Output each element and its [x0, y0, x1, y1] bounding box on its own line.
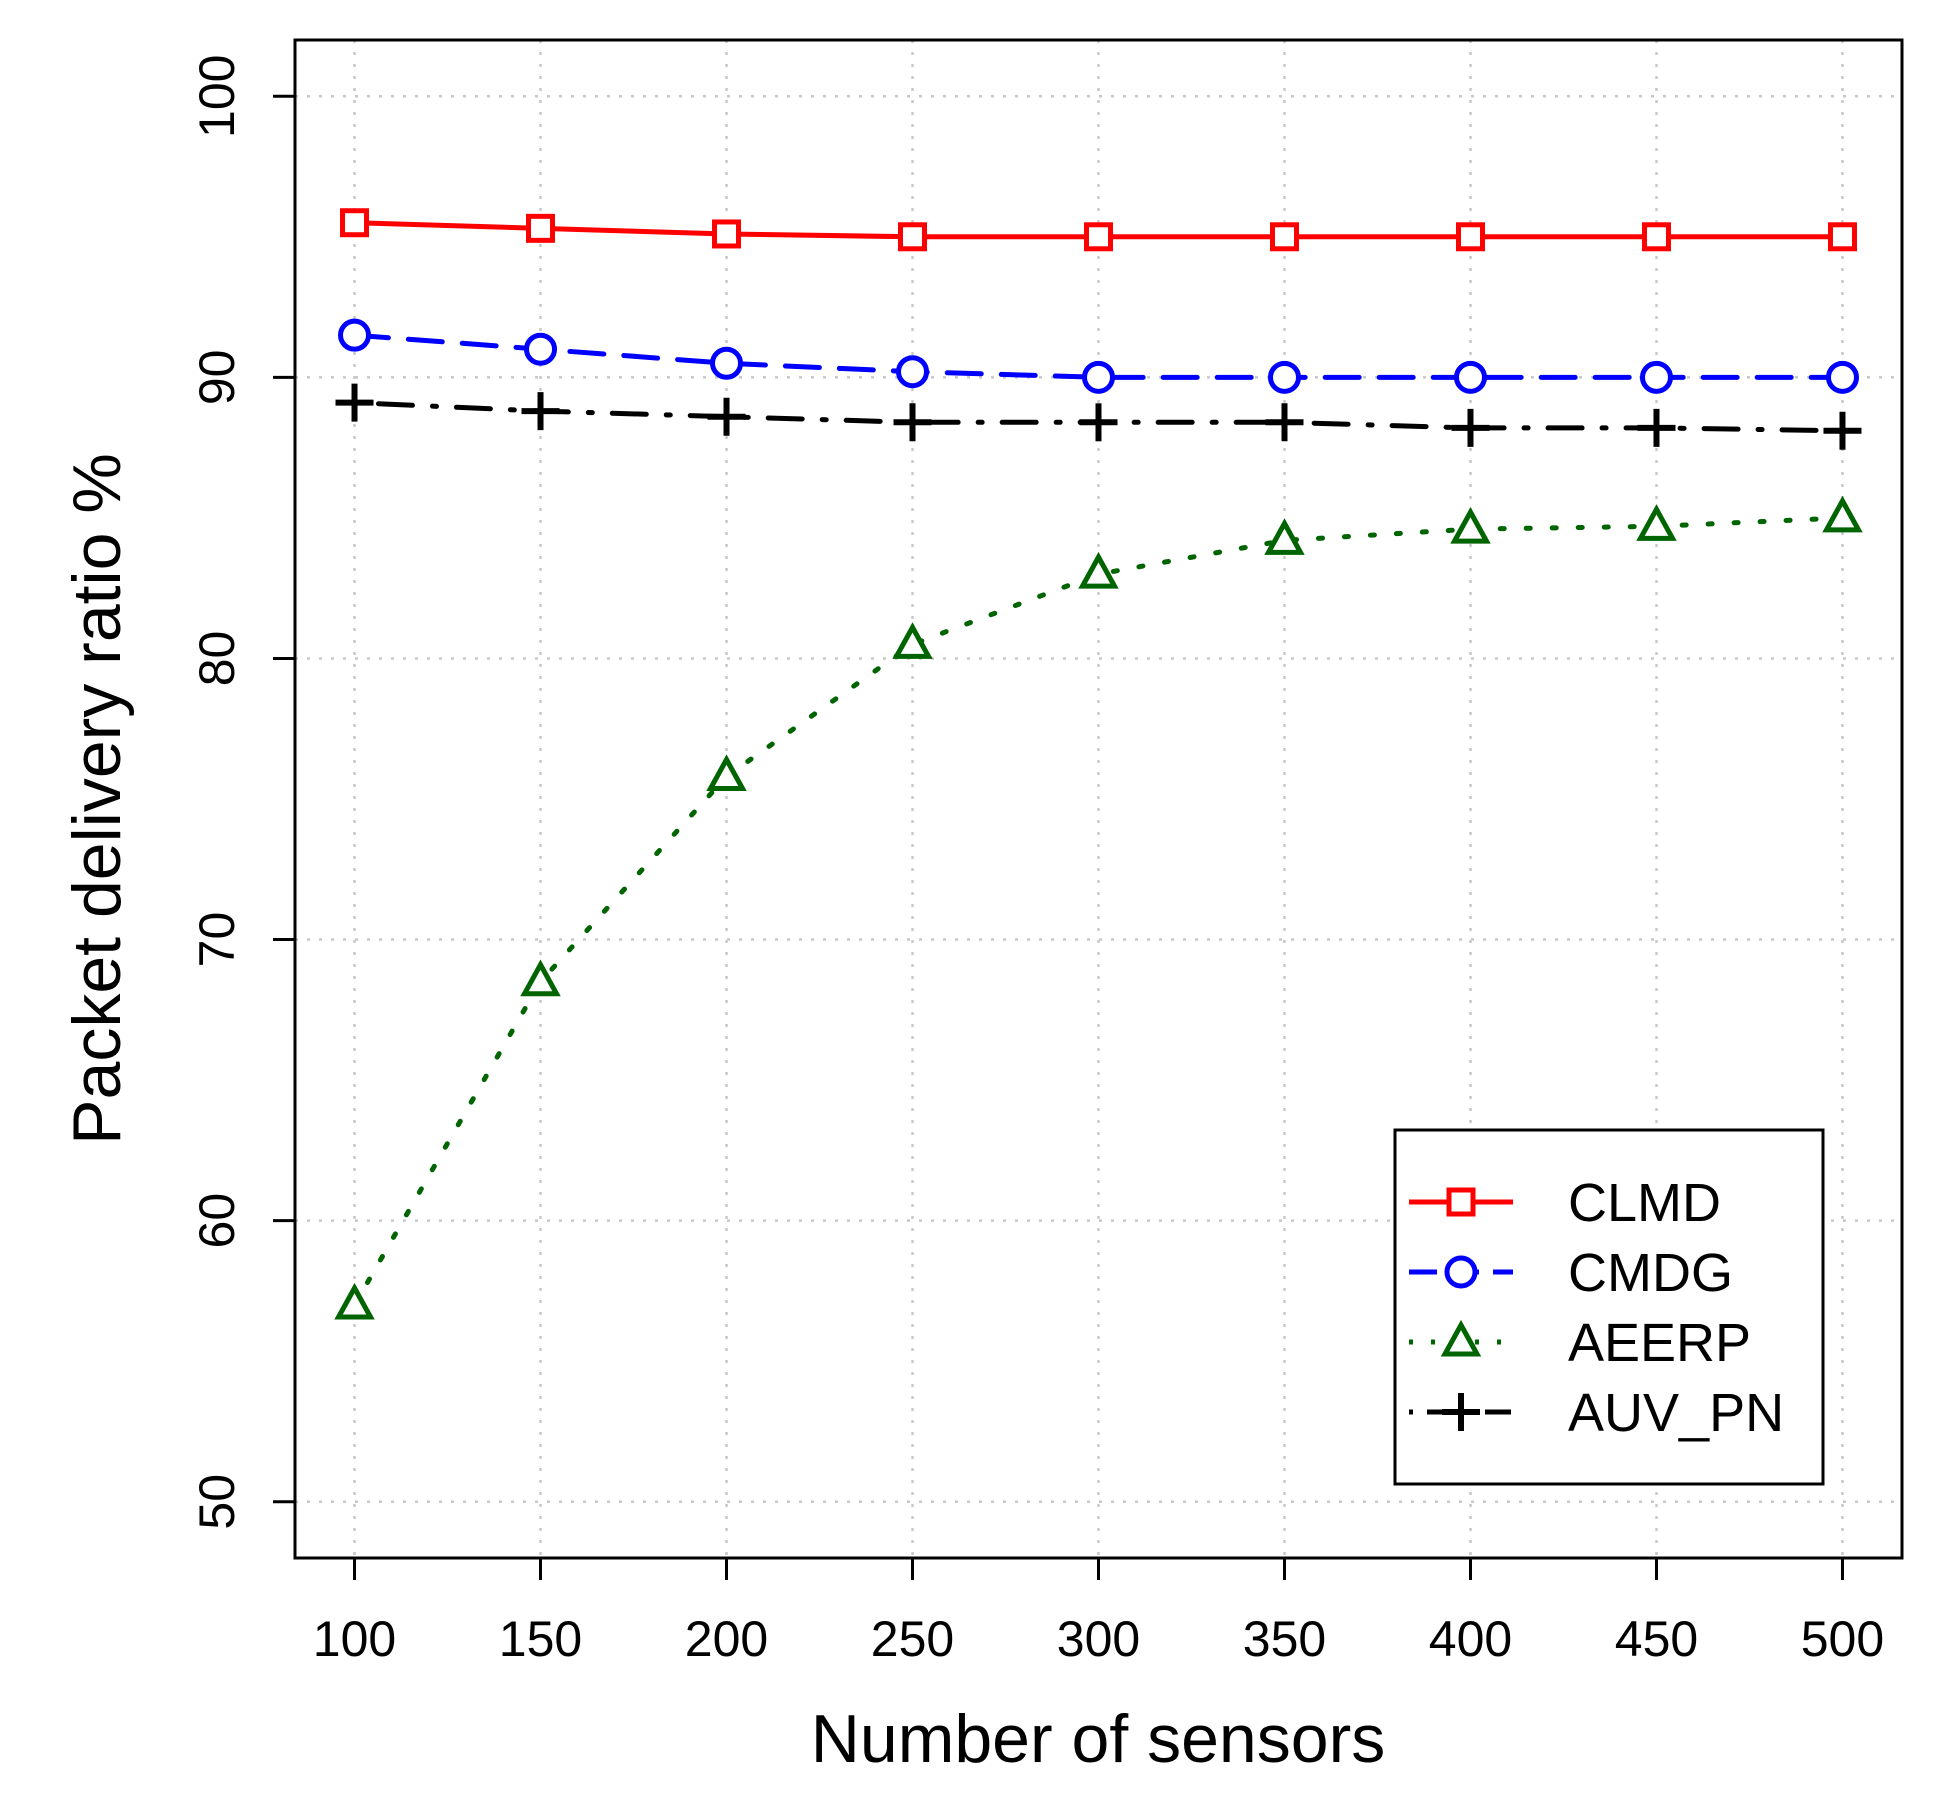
data-point: [707, 397, 746, 436]
y-tick-label: 100: [189, 55, 245, 138]
legend-label: AUV_PN: [1568, 1383, 1784, 1443]
legend-item: CMDG: [1409, 1243, 1733, 1303]
legend: CLMD CMDG AEERP AUV_PN: [1393, 1128, 1825, 1486]
legend-marker: [1440, 1319, 1482, 1357]
data-point: [898, 222, 928, 252]
x-tick-label: 250: [871, 1611, 954, 1667]
y-tick-label: 70: [189, 912, 245, 968]
x-tick-label: 100: [313, 1611, 396, 1667]
y-tick-label: 50: [189, 1474, 245, 1530]
legend-marker: [1446, 1187, 1476, 1217]
x-tick-label: 300: [1057, 1611, 1140, 1667]
data-point: [1822, 495, 1863, 533]
data-point: [338, 318, 372, 352]
legend-item: AEERP: [1409, 1313, 1751, 1373]
data-point: [896, 355, 930, 389]
x-tick-label: 350: [1243, 1611, 1326, 1667]
data-point: [706, 754, 747, 792]
x-axis: 100 150 200 250 300 350 400 450 500: [313, 1558, 1884, 1667]
y-axis-label: Packet delivery ratio %: [59, 453, 135, 1145]
data-point: [892, 622, 933, 659]
series-cmdg: [338, 318, 1859, 394]
data-point: [1084, 222, 1113, 252]
y-tick-label: 60: [189, 1193, 245, 1249]
series-layer: [334, 208, 1863, 1320]
data-point: [1082, 360, 1115, 394]
data-point: [524, 332, 558, 366]
data-point: [1265, 403, 1304, 442]
data-point: [1827, 222, 1857, 252]
series-auv-pn: [335, 383, 1862, 450]
series-line: [352, 332, 1845, 380]
data-point: [520, 959, 561, 997]
data-point: [335, 383, 374, 422]
legend-item: CLMD: [1409, 1173, 1721, 1233]
data-point: [1636, 504, 1677, 541]
data-point: [1637, 408, 1676, 447]
y-tick-label: 80: [189, 631, 245, 687]
legend-item: AUV_PN: [1409, 1383, 1784, 1443]
x-tick-label: 400: [1429, 1611, 1512, 1667]
data-point: [1825, 360, 1859, 394]
x-tick-label: 500: [1801, 1611, 1884, 1667]
grid: [295, 40, 1902, 1558]
data-point: [1269, 222, 1299, 252]
data-point: [1078, 551, 1119, 589]
data-point: [334, 1282, 375, 1320]
y-axis: 50 60 70 80 90 100: [189, 55, 295, 1530]
y-tick-label: 90: [189, 350, 245, 406]
data-point: [1264, 518, 1305, 555]
legend-marker: [1444, 1255, 1478, 1289]
data-point: [710, 346, 744, 380]
data-point: [1823, 411, 1862, 450]
legend-marker: [1442, 1393, 1480, 1431]
legend-label: CMDG: [1568, 1243, 1733, 1303]
x-tick-label: 200: [685, 1611, 768, 1667]
data-point: [1639, 360, 1673, 394]
data-point: [1450, 506, 1491, 544]
data-point: [340, 208, 370, 238]
x-tick-label: 450: [1615, 1611, 1698, 1667]
x-axis-label: Number of sensors: [811, 1701, 1385, 1777]
series-clmd: [340, 208, 1857, 252]
data-point: [526, 213, 556, 243]
data-point: [1455, 222, 1485, 252]
data-point: [1451, 408, 1490, 447]
data-point: [1453, 360, 1487, 394]
legend-label: AEERP: [1568, 1313, 1751, 1373]
data-point: [521, 392, 560, 431]
data-point: [1641, 222, 1671, 252]
data-point: [1079, 403, 1118, 442]
data-point: [1267, 360, 1301, 394]
x-tick-label: 150: [499, 1611, 582, 1667]
series-aeerp: [334, 495, 1863, 1320]
data-point: [893, 403, 932, 442]
legend-label: CLMD: [1568, 1173, 1721, 1233]
data-point: [712, 219, 742, 249]
